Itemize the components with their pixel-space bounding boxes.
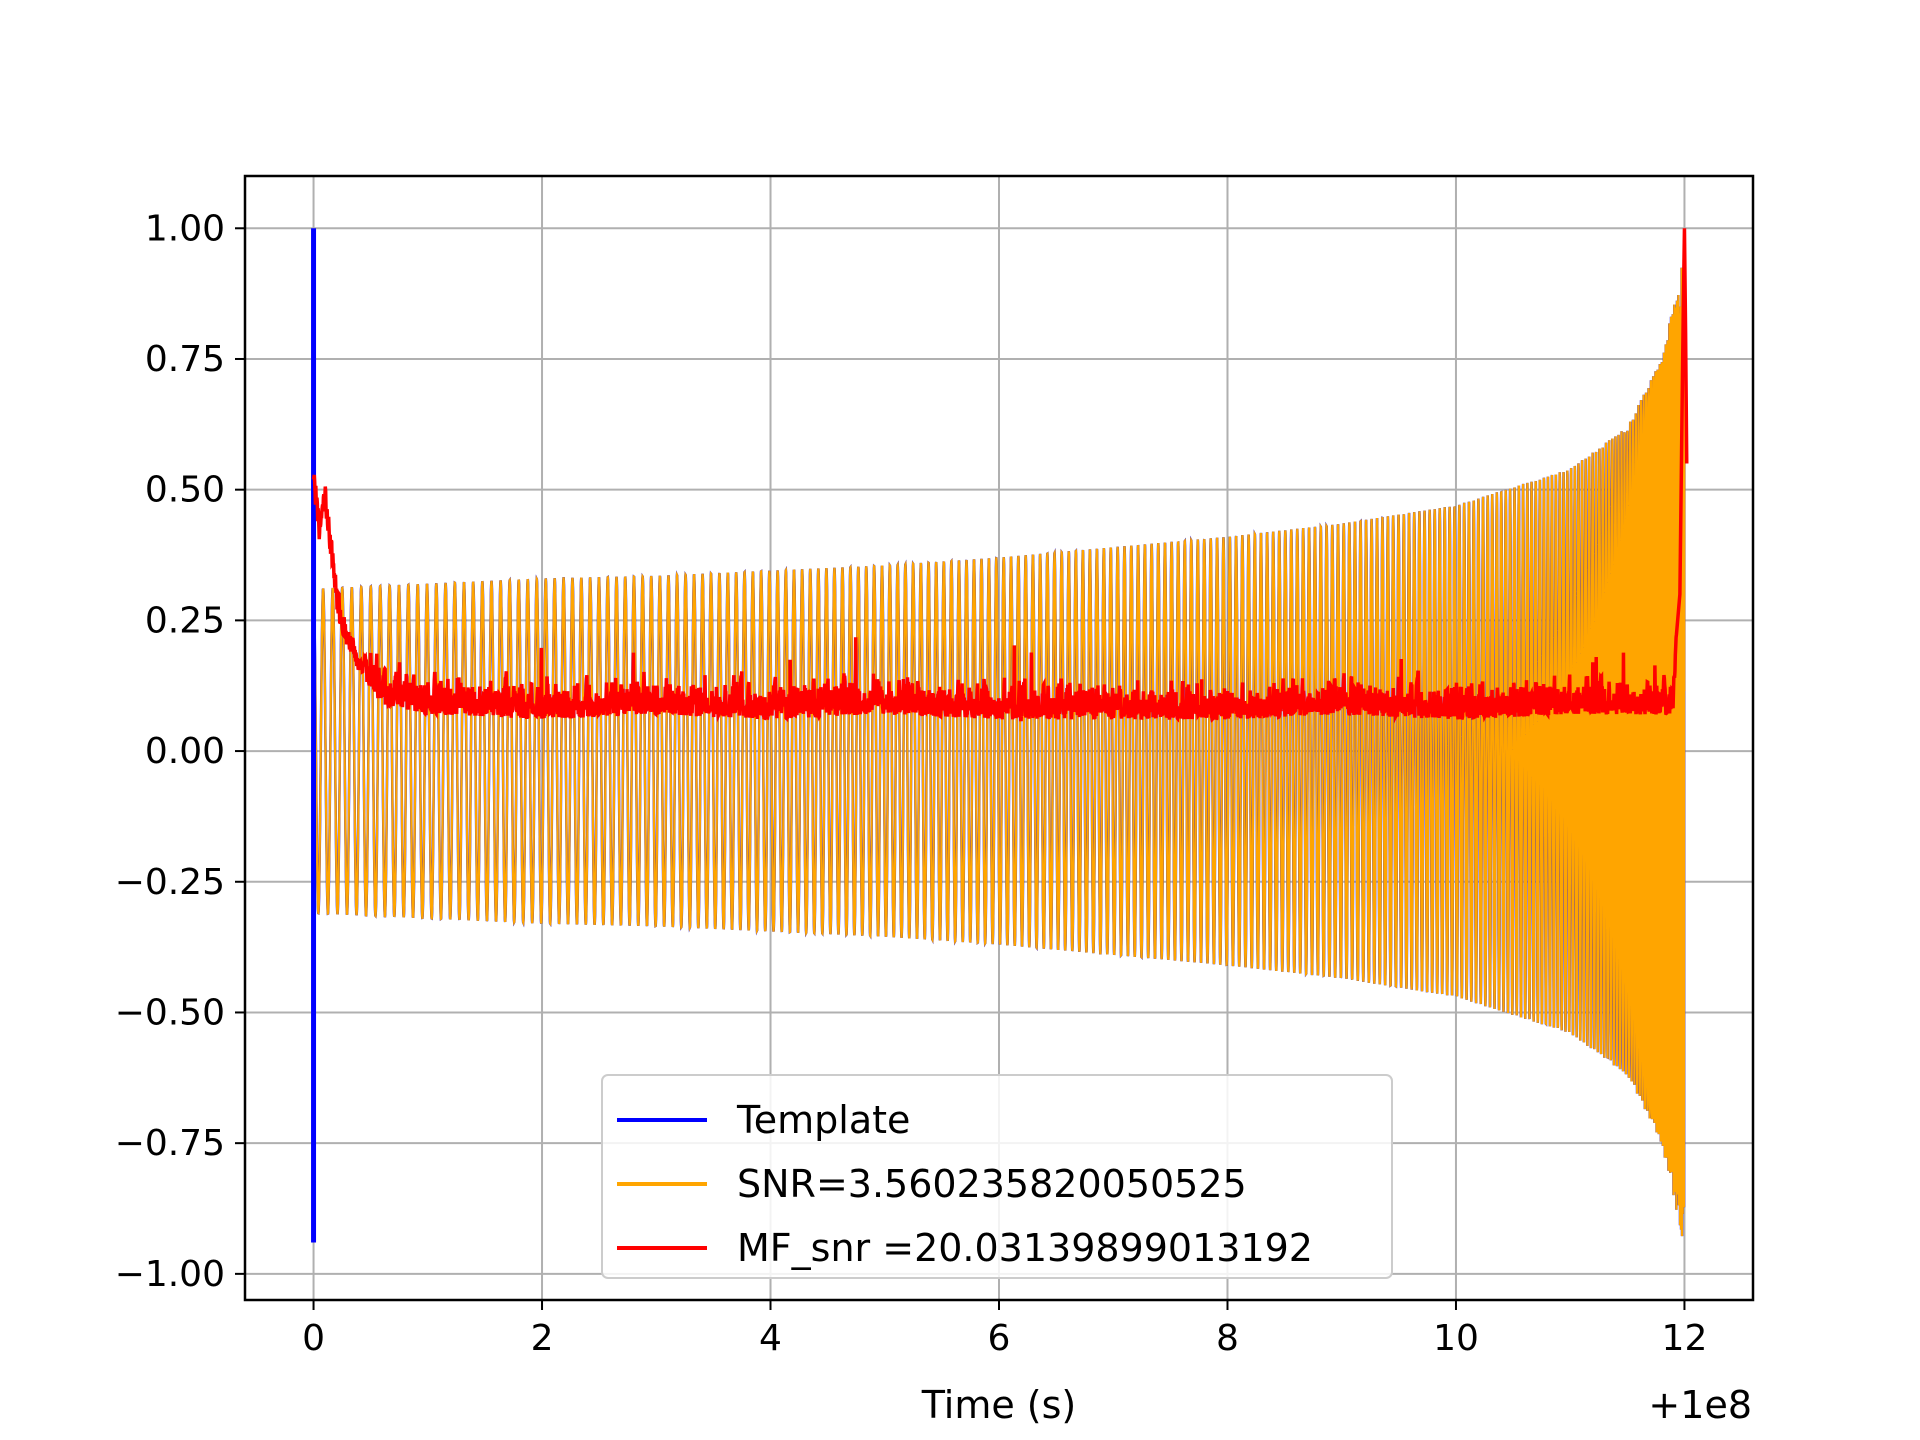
y-tick-label: 0.25	[145, 600, 225, 641]
x-tick-label: 12	[1662, 1318, 1708, 1359]
series-layer	[311, 228, 1689, 1243]
y-tick-label: −1.00	[115, 1254, 225, 1295]
x-tick-label: 10	[1433, 1318, 1479, 1359]
y-tick-label: −0.25	[115, 862, 225, 903]
x-tick-label: 6	[988, 1318, 1011, 1359]
y-tick-label: 0.50	[145, 470, 225, 511]
x-axis-label: Time (s)	[921, 1383, 1077, 1427]
y-tick-label: 1.00	[145, 208, 225, 249]
y-tick-label: −0.75	[115, 1123, 225, 1164]
y-tick-label: 0.00	[145, 731, 225, 772]
legend-entry-label: SNR=3.560235820050525	[737, 1162, 1247, 1206]
legend: Template SNR=3.560235820050525 MF_snr =20.…	[601, 1074, 1393, 1279]
legend-box	[601, 1074, 1393, 1279]
x-offset-label: +1e8	[1648, 1383, 1752, 1427]
ticks: 0 2 4 6 8 10 12 1.00 0.75 0.50 0.25 0.00 −0.25 −0.50 −…	[115, 208, 1708, 1359]
x-tick-label: 0	[302, 1318, 325, 1359]
x-tick-label: 2	[531, 1318, 554, 1359]
y-tick-label: −0.50	[115, 992, 225, 1033]
series-mf-snr-line	[311, 228, 1689, 724]
y-tick-label: 0.75	[145, 339, 225, 380]
series-snr-line	[312, 254, 1686, 1237]
x-tick-label: 8	[1216, 1318, 1239, 1359]
legend-entry-label: Template	[736, 1098, 910, 1142]
x-tick-label: 4	[759, 1318, 782, 1359]
legend-entry-label: MF_snr =20.03139899013192	[737, 1226, 1313, 1270]
